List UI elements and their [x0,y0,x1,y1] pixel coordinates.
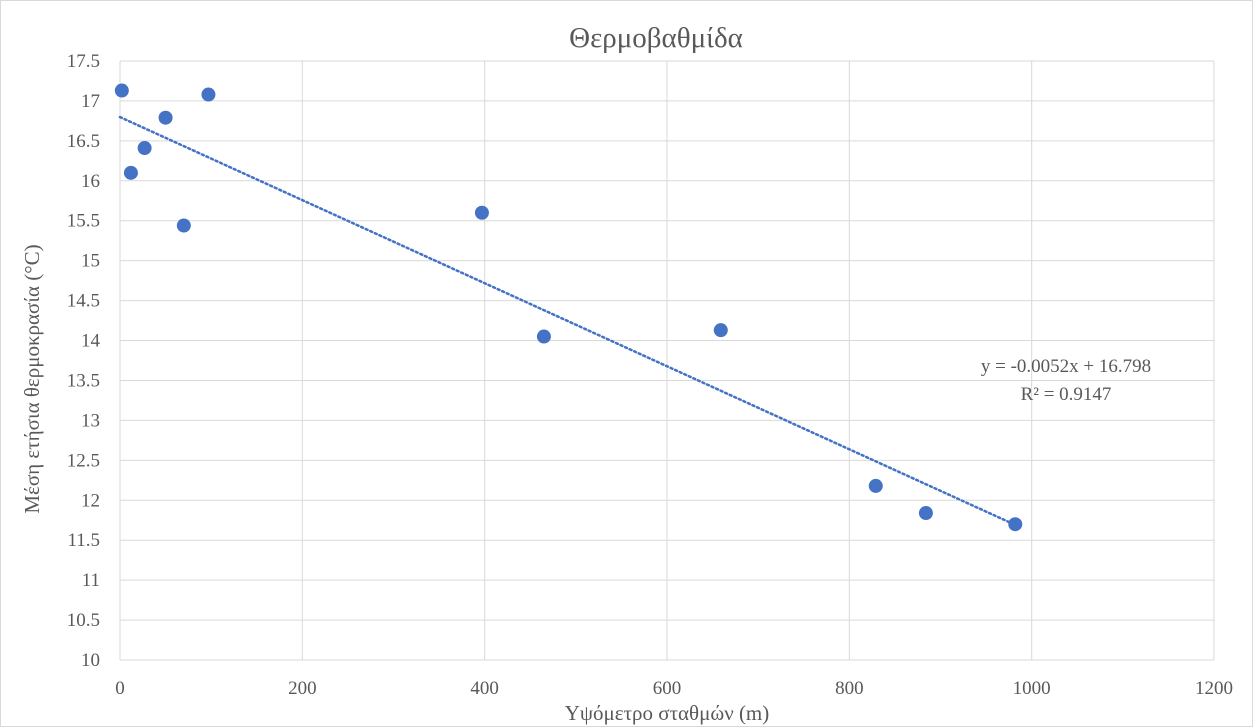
y-tick-label: 11 [82,570,100,591]
y-tick-label: 15.5 [67,211,100,232]
y-tick-label: 17.5 [67,51,100,72]
data-point [536,329,551,344]
data-point [868,478,883,493]
y-axis-ticks: 10 10.5 11 11.5 12 12.5 13 13.5 14 14.5 15 15.5 16 16… [67,51,101,671]
y-tick-label: 12 [81,490,100,511]
trendline-path [118,115,1017,527]
trendline [118,115,1017,527]
data-point [137,141,152,156]
x-tick-label: 1000 [1013,678,1051,699]
data-point [474,205,489,220]
y-tick-label: 14 [81,331,101,352]
x-tick-label: 400 [470,678,499,699]
x-axis-label: Υψόμετρο σταθμών (m) [565,701,770,725]
data-points [114,83,1023,532]
y-tick-label: 16.5 [67,131,100,152]
x-tick-label: 800 [835,678,864,699]
x-tick-label: 0 [115,678,125,699]
y-tick-label: 16 [81,171,100,192]
data-point [918,506,933,521]
data-point [158,110,173,125]
gridlines [119,60,1215,661]
x-tick-label: 1200 [1195,678,1233,699]
y-tick-label: 14.5 [67,291,100,312]
y-tick-label: 10.5 [67,610,100,631]
x-axis-ticks: 0 200 400 600 800 1000 1200 [115,678,1233,699]
x-tick-label: 600 [653,678,682,699]
chart-title: Θερμοβαθμίδα [569,22,743,54]
data-point [176,218,191,233]
y-axis-label: Μέση ετήσια θερμοκρασία (°C) [20,244,44,513]
y-tick-label: 15 [81,251,100,272]
trendline-equation: y = -0.0052x + 16.798 [981,356,1151,377]
data-point [201,87,216,102]
data-point [1008,517,1023,532]
y-tick-label: 17 [81,91,100,112]
data-point [713,323,728,338]
x-tick-label: 200 [288,678,317,699]
data-point [114,83,129,98]
y-tick-label: 13 [81,410,100,431]
y-tick-label: 11.5 [67,530,100,551]
trendline-r-squared: R² = 0.9147 [1021,384,1112,405]
y-tick-label: 13.5 [67,370,100,391]
data-point [123,165,138,180]
y-tick-label: 12.5 [67,450,100,471]
y-tick-label: 10 [81,650,100,671]
